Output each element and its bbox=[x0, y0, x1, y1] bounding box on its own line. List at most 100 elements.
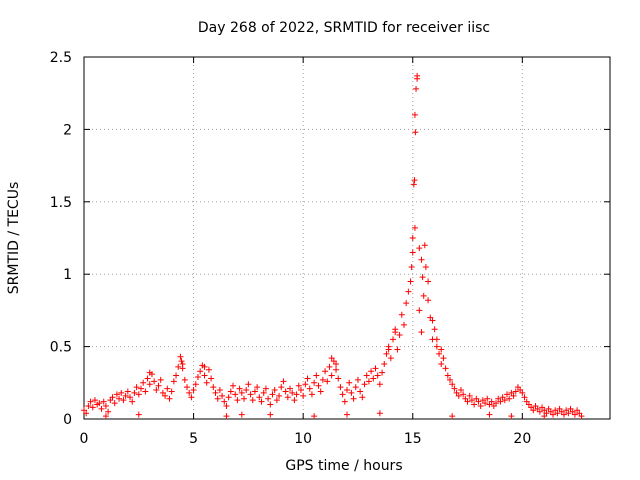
data-point bbox=[328, 372, 335, 379]
data-point bbox=[201, 363, 208, 370]
data-point bbox=[122, 392, 129, 399]
y-tick-label: 2 bbox=[63, 122, 72, 138]
data-point bbox=[425, 297, 432, 304]
data-point bbox=[124, 388, 131, 395]
data-point bbox=[354, 376, 361, 383]
data-point bbox=[116, 395, 123, 402]
data-point bbox=[341, 398, 348, 405]
data-point bbox=[109, 394, 116, 401]
data-point bbox=[102, 413, 109, 420]
data-point bbox=[387, 355, 394, 362]
data-point bbox=[348, 389, 355, 396]
plot-frame bbox=[83, 56, 611, 420]
data-point bbox=[120, 397, 127, 404]
data-point bbox=[416, 245, 423, 252]
data-point bbox=[284, 394, 291, 401]
data-point bbox=[102, 402, 109, 409]
data-point bbox=[344, 411, 350, 418]
data-point bbox=[475, 398, 482, 405]
data-point bbox=[392, 329, 399, 336]
data-point bbox=[230, 382, 237, 389]
data-point bbox=[205, 366, 212, 373]
data-point bbox=[359, 394, 366, 401]
data-point bbox=[418, 329, 425, 336]
data-point bbox=[144, 375, 151, 382]
data-point bbox=[85, 402, 92, 409]
data-point bbox=[214, 395, 221, 402]
data-point bbox=[256, 394, 263, 401]
data-point bbox=[550, 411, 557, 418]
data-point bbox=[302, 381, 309, 388]
data-point bbox=[201, 372, 208, 379]
data-point bbox=[225, 394, 232, 401]
data-point bbox=[422, 263, 429, 270]
data-point bbox=[168, 388, 175, 395]
data-point bbox=[315, 382, 322, 389]
data-point bbox=[372, 365, 379, 372]
data-point bbox=[175, 363, 182, 370]
data-point bbox=[219, 392, 226, 399]
data-point bbox=[486, 411, 493, 418]
data-point bbox=[276, 392, 283, 399]
data-point bbox=[98, 405, 105, 412]
data-point bbox=[135, 391, 142, 398]
x-tick-label: 10 bbox=[294, 431, 312, 447]
data-point bbox=[455, 392, 462, 399]
data-point bbox=[471, 401, 478, 408]
data-point bbox=[357, 388, 364, 395]
data-point bbox=[413, 85, 420, 92]
data-point bbox=[319, 376, 326, 383]
data-point bbox=[482, 400, 489, 407]
data-point bbox=[571, 411, 578, 418]
data-point bbox=[512, 388, 519, 395]
y-tick-label: 1 bbox=[63, 267, 72, 283]
x-tick-label: 0 bbox=[80, 431, 89, 447]
data-point bbox=[339, 391, 346, 398]
data-point bbox=[409, 235, 416, 241]
data-point bbox=[414, 72, 421, 79]
data-point bbox=[208, 375, 215, 382]
data-point bbox=[541, 413, 548, 420]
data-point bbox=[111, 400, 118, 407]
data-point bbox=[170, 378, 177, 385]
data-point bbox=[113, 391, 120, 398]
x-tick-labels: 0 5 10 15 20 bbox=[80, 431, 532, 447]
data-point bbox=[376, 381, 383, 388]
data-point bbox=[457, 387, 464, 394]
data-point bbox=[493, 400, 500, 407]
data-point bbox=[91, 397, 98, 404]
data-point bbox=[289, 389, 296, 396]
data-point bbox=[324, 378, 331, 385]
data-point bbox=[440, 355, 447, 362]
data-point bbox=[376, 410, 383, 417]
data-point bbox=[466, 392, 473, 399]
data-point bbox=[451, 385, 458, 392]
data-point bbox=[410, 181, 417, 188]
data-point bbox=[271, 387, 278, 394]
data-point bbox=[178, 358, 185, 365]
data-point bbox=[232, 391, 239, 398]
data-point bbox=[212, 389, 219, 396]
x-tick-label: 15 bbox=[404, 431, 422, 447]
data-point bbox=[419, 274, 426, 281]
data-point bbox=[192, 381, 199, 388]
data-point bbox=[442, 365, 449, 372]
data-point bbox=[370, 375, 377, 382]
data-point bbox=[333, 366, 340, 373]
data-point bbox=[131, 389, 138, 396]
data-point bbox=[398, 311, 405, 318]
data-point bbox=[416, 307, 423, 314]
data-point bbox=[273, 397, 280, 404]
data-point bbox=[105, 408, 112, 415]
data-point bbox=[135, 411, 142, 418]
data-point bbox=[269, 391, 276, 398]
data-point bbox=[385, 346, 392, 353]
data-point bbox=[346, 379, 353, 386]
data-point bbox=[530, 407, 537, 414]
data-point bbox=[258, 398, 265, 405]
data-point bbox=[127, 394, 134, 401]
data-point bbox=[408, 263, 415, 270]
data-point bbox=[203, 379, 210, 386]
data-point bbox=[322, 368, 329, 375]
data-point bbox=[210, 384, 217, 391]
